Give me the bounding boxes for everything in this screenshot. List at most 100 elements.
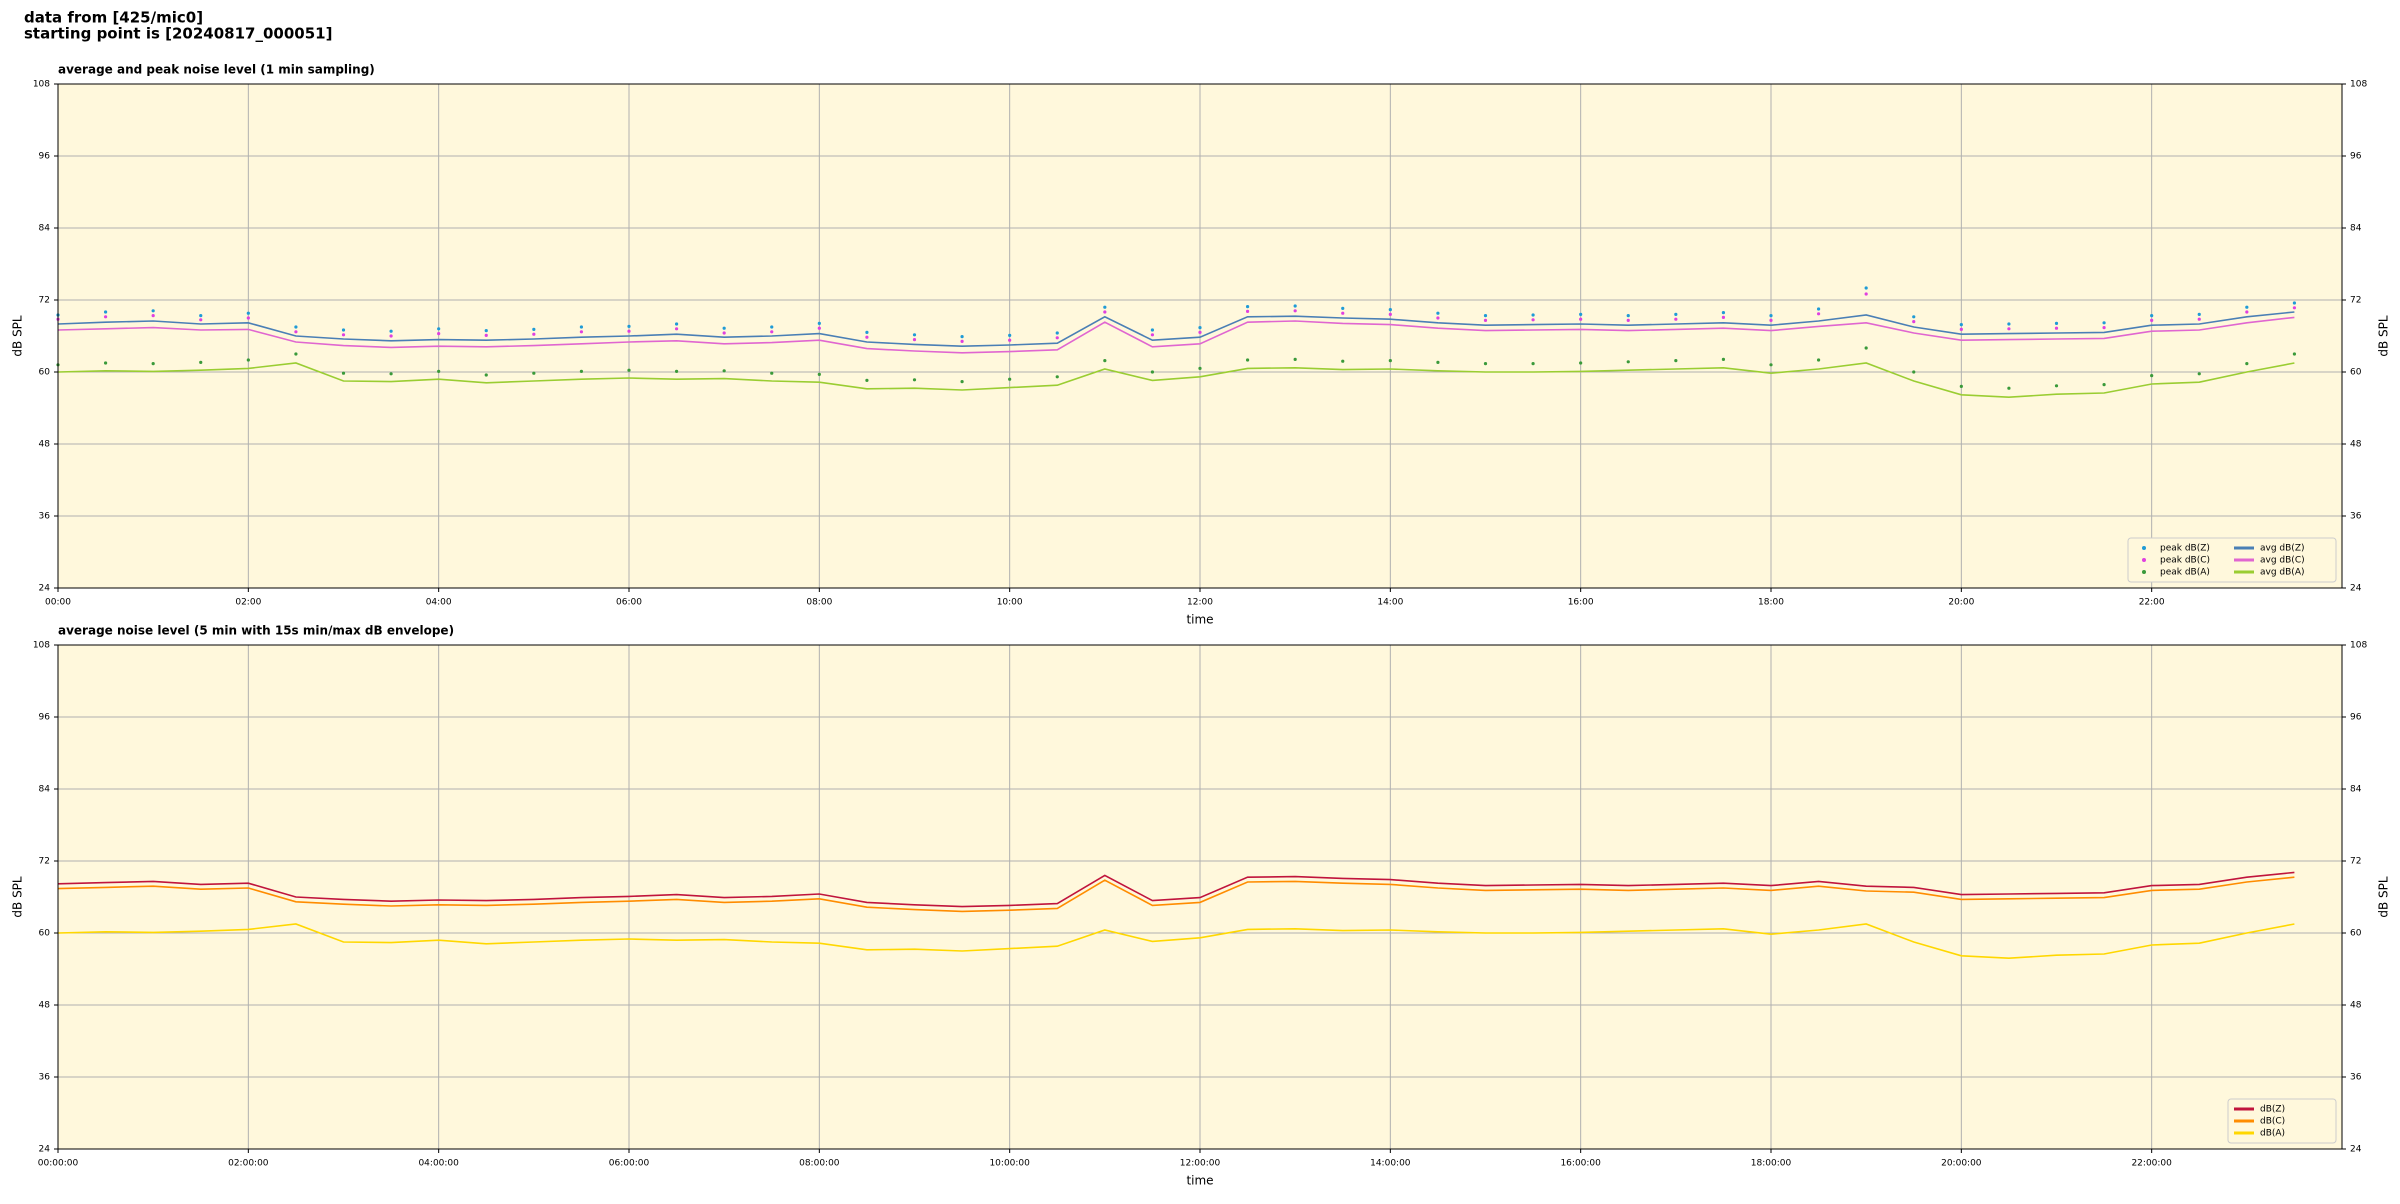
data-point — [1341, 311, 1345, 315]
y-tick-label: 84 — [2350, 224, 2362, 234]
data-point — [722, 331, 726, 335]
data-point — [1579, 312, 1583, 316]
plot-frame — [57, 644, 2343, 1150]
data-point — [2102, 321, 2106, 325]
x-tick-label: 00:00:00 — [38, 1159, 79, 1169]
legend-box — [2127, 537, 2337, 583]
data-point — [1245, 309, 1250, 313]
data-point — [1912, 320, 1916, 324]
x-tick-label: 14:00:00 — [1370, 1159, 1411, 1169]
data-point — [1531, 318, 1535, 322]
legend-label: dB(Z) — [2260, 1105, 2285, 1115]
y-tick-label: 24 — [2350, 1145, 2362, 1155]
data-point — [865, 378, 869, 382]
legend-marker — [2142, 546, 2146, 550]
data-point — [1436, 311, 1440, 315]
data-point — [1436, 360, 1440, 364]
y-tick-label: 48 — [39, 1001, 51, 1011]
data-point — [1055, 375, 1059, 379]
data-point — [151, 309, 155, 313]
data-point — [484, 373, 488, 377]
data-point — [1293, 357, 1297, 361]
y-tick-label: 96 — [2350, 152, 2362, 162]
data-point — [389, 334, 393, 338]
x-tick-label: 06:00 — [616, 598, 642, 608]
y-tick-label: 60 — [2350, 368, 2362, 378]
data-point — [1483, 314, 1488, 318]
y-tick-label: 108 — [2350, 80, 2367, 90]
data-point — [294, 325, 298, 329]
data-point — [1103, 310, 1107, 314]
y-tick-label: 60 — [39, 368, 51, 378]
data-point — [912, 378, 917, 382]
legend-label: avg dB(A) — [2260, 568, 2304, 578]
data-point — [627, 329, 631, 333]
data-point — [1959, 323, 1963, 327]
data-point — [2292, 352, 2297, 356]
data-point — [1626, 318, 1630, 322]
data-point — [246, 316, 250, 320]
data-point — [1721, 357, 1726, 361]
data-line — [57, 362, 2295, 399]
y-tick-label: 96 — [39, 152, 51, 162]
x-tick-label: 12:00:00 — [1180, 1159, 1221, 1169]
data-point — [2150, 318, 2154, 322]
y-tick-label: 72 — [39, 296, 50, 306]
data-point — [1198, 330, 1202, 334]
data-point — [579, 325, 584, 329]
y-tick-label: 60 — [39, 929, 51, 939]
plot-frame — [57, 83, 2343, 589]
x-tick-label: 22:00 — [2139, 598, 2165, 608]
data-point — [484, 333, 488, 337]
data-point — [2245, 310, 2249, 314]
y-tick-label: 48 — [39, 440, 51, 450]
data-point — [151, 314, 155, 318]
data-point — [246, 311, 250, 315]
data-point — [1579, 361, 1583, 365]
data-point — [1388, 359, 1392, 363]
x-tick-label: 00:00 — [45, 598, 71, 608]
data-line — [57, 311, 2295, 348]
data-point — [817, 326, 821, 330]
header-line: starting point is [20240817_000051] — [24, 25, 332, 43]
legend-label: avg dB(C) — [2260, 556, 2305, 566]
data-point — [1008, 333, 1012, 337]
legend-label: peak dB(A) — [2160, 568, 2210, 578]
data-point — [770, 325, 774, 329]
y-tick-label: 24 — [2350, 584, 2362, 594]
y-tick-label: 108 — [33, 80, 50, 90]
data-point — [579, 369, 584, 373]
data-point — [1674, 359, 1678, 363]
data-point — [1912, 315, 1916, 319]
data-point — [817, 321, 821, 325]
x-tick-label: 10:00 — [997, 598, 1023, 608]
x-tick-label: 22:00:00 — [2131, 1159, 2172, 1169]
data-point — [1245, 358, 1250, 362]
data-point — [1245, 305, 1250, 309]
data-point — [199, 314, 203, 318]
data-point — [341, 371, 346, 375]
data-point — [2292, 306, 2297, 310]
y-tick-label: 48 — [2350, 1001, 2362, 1011]
data-point — [1769, 363, 1773, 367]
data-point — [1674, 312, 1678, 316]
y-tick-label: 96 — [39, 713, 51, 723]
y-tick-label: 72 — [2350, 296, 2361, 306]
data-point — [1198, 366, 1202, 370]
x-tick-label: 02:00 — [235, 598, 261, 608]
data-point — [199, 318, 203, 322]
data-point — [1864, 286, 1868, 290]
legend-box — [2227, 1098, 2337, 1144]
data-point — [1055, 331, 1059, 335]
y-tick-label: 36 — [39, 1073, 51, 1083]
x-tick-label: 10:00:00 — [989, 1159, 1030, 1169]
y-tick-label: 108 — [33, 641, 50, 651]
data-point — [1816, 358, 1821, 362]
data-point — [1198, 326, 1202, 330]
y-tick-label: 84 — [2350, 785, 2362, 795]
data-point — [1959, 327, 1963, 331]
data-point — [484, 329, 488, 333]
x-tick-label: 12:00 — [1187, 598, 1213, 608]
data-point — [1721, 315, 1726, 319]
